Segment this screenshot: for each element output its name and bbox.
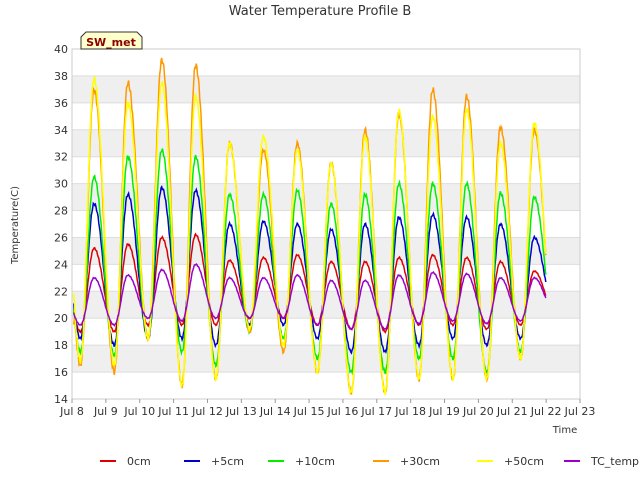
x-tick-label: Jul 13 (225, 405, 257, 418)
x-tick-label: Jul 23 (564, 405, 596, 418)
y-tick-label: 24 (54, 258, 68, 271)
x-tick-label: Jul 14 (259, 405, 291, 418)
y-axis-label: Temperature(C) (10, 186, 21, 265)
legend-label: +50cm (504, 455, 544, 468)
x-tick-label: Jul 15 (293, 405, 325, 418)
y-tick-label: 38 (54, 70, 68, 83)
y-tick-label: 16 (54, 366, 68, 379)
series-lines (72, 57, 547, 396)
legend-label: +30cm (400, 455, 440, 468)
annotation-badge-box (80, 31, 143, 50)
x-axis-label: Time (552, 425, 577, 436)
x-tick-label: Jul 16 (327, 405, 359, 418)
grid-band (72, 75, 580, 103)
series-line-tc-temp11 (72, 263, 547, 331)
legend: 0cm +5cm +10cm +30cm +50cm TC_temp11 (100, 455, 640, 468)
x-tick-labels: Jul 8 Jul 9 Jul 10 Jul 11 Jul 12 Jul 13 Jul 14… (59, 399, 595, 418)
legend-label: +10cm (295, 455, 335, 468)
x-tick-label: Jul 9 (93, 405, 118, 418)
x-tick-label: Jul 8 (59, 405, 84, 418)
plot-frame (71, 48, 581, 400)
x-tick-label: Jul 11 (157, 405, 189, 418)
x-tick-label: Jul 10 (123, 405, 155, 418)
y-tick-label: 20 (54, 312, 68, 325)
y-tick-label: 30 (54, 178, 68, 191)
x-tick-label: Jul 20 (462, 405, 494, 418)
x-tick-label: Jul 17 (360, 405, 392, 418)
y-tick-label: 22 (54, 285, 68, 298)
x-tick-label: Jul 22 (530, 405, 562, 418)
y-tick-labels: 14 16 18 20 22 24 26 28 30 32 34 36 38 40 (54, 43, 68, 406)
chart-title: Water Temperature Profile B (229, 4, 412, 19)
legend-label: +5cm (211, 455, 244, 468)
series-line--50cm (72, 76, 547, 396)
x-tick-label: Jul 12 (191, 405, 223, 418)
y-tick-label: 28 (54, 205, 68, 218)
y-tick-label: 34 (54, 124, 68, 137)
x-tick-label: Jul 18 (394, 405, 426, 418)
y-tick-label: 26 (54, 231, 68, 244)
annotation-badge-text: SW_met (86, 36, 136, 49)
x-tick-label: Jul 21 (496, 405, 528, 418)
x-tick-label: Jul 19 (428, 405, 460, 418)
y-tick-label: 18 (54, 339, 68, 352)
y-tick-label: 14 (54, 393, 68, 406)
legend-label: TC_temp11 (590, 455, 640, 468)
legend-label: 0cm (127, 455, 151, 468)
grid-band (72, 345, 580, 373)
annotation-badge: SW_met (80, 31, 143, 50)
y-tick-label: 40 (54, 43, 68, 56)
y-tick-label: 32 (54, 151, 68, 164)
y-tick-label: 36 (54, 97, 68, 110)
